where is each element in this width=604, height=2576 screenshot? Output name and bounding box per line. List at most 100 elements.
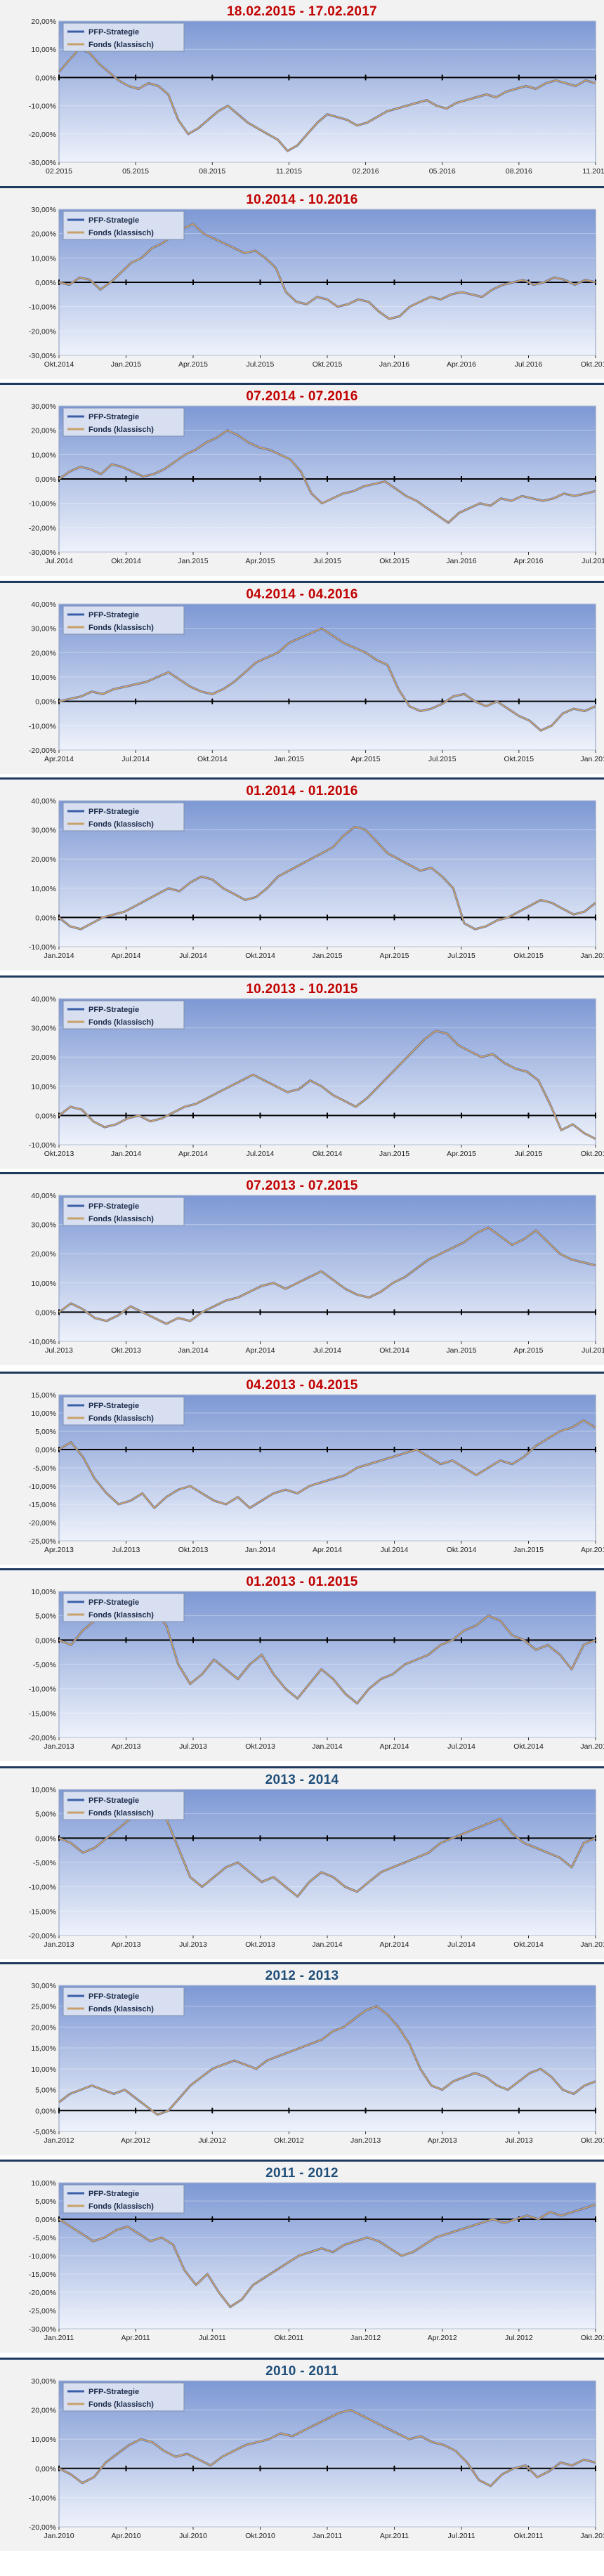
x-tick-label: Jul.2014 [313, 1346, 341, 1355]
chart-title: 2012 - 2013 [265, 1969, 339, 1983]
x-tick-label: Jul.2012 [505, 2334, 533, 2342]
y-tick-label: -30,00% [29, 159, 56, 167]
legend-fund-label: Fonds (klassisch) [88, 1414, 154, 1423]
x-tick-label: Jan.2013 [44, 1742, 74, 1751]
y-tick-label: 5,00% [35, 2087, 56, 2095]
x-tick-label: Jan.2015 [111, 360, 141, 369]
legend-strategy-label: PFP-Strategie [88, 611, 139, 619]
x-tick-label: Jan.2012 [44, 2136, 74, 2145]
chart-panel: 18.02.2015 - 17.02.2017 20,00% 10,00% 0,00%… [0, 0, 604, 186]
y-tick-label: 20,00% [31, 1053, 56, 1062]
y-tick-label: -10,00% [29, 303, 56, 312]
legend [63, 1000, 185, 1030]
x-tick-label: Jul.2014 [381, 1546, 409, 1554]
chart-panel: 2010 - 2011 30,00% 20,00% 10,00% 0,00% -10,00… [0, 2360, 604, 2551]
y-tick-label: -30,00% [29, 2325, 56, 2334]
x-tick-label: Okt.2014 [513, 1742, 544, 1751]
x-tick-label: Jul.2013 [505, 2136, 533, 2145]
x-tick-label: Apr.2013 [111, 1940, 140, 1949]
panel-separator [0, 2358, 604, 2360]
chart-svg: 10,00% 5,00% 0,00% -5,00% -10,00% -15,00% -20,… [29, 1786, 604, 1949]
x-tick-label: Jan.2015 [580, 1940, 604, 1949]
x-tick-label: Jul.2015 [447, 952, 475, 960]
series-line-fund [58, 2005, 596, 2116]
x-tick-label: Apr.2014 [379, 1742, 409, 1751]
y-tick-label: 40,00% [31, 1192, 56, 1200]
y-tick-label: -15,00% [29, 1907, 56, 1916]
y-tick-label: -5,00% [33, 1859, 56, 1867]
x-tick-label: Apr.2014 [245, 1346, 275, 1355]
x-tick-label: Jan.2011 [313, 2532, 343, 2540]
chart-title: 10.2013 - 10.2015 [246, 982, 358, 997]
x-tick-label: Jul.2014 [447, 1742, 475, 1751]
x-tick-label: Okt.2016 [581, 360, 604, 369]
y-tick-label: -15,00% [29, 2271, 56, 2279]
x-tick-label: Okt.2014 [44, 360, 74, 369]
x-tick-label: Jul.2015 [247, 360, 275, 369]
x-tick-label: Jan.2014 [44, 952, 74, 960]
y-tick-label: 10,00% [31, 1786, 56, 1794]
legend [63, 22, 185, 52]
y-tick-label: -5,00% [33, 2128, 56, 2136]
y-tick-label: -30,00% [29, 548, 56, 557]
x-tick-label: Okt.2015 [581, 1150, 604, 1158]
x-tick-label: Okt.2013 [245, 1742, 275, 1751]
legend [63, 1791, 185, 1820]
x-tick-label: Jan.2016 [580, 755, 604, 763]
y-tick-label: 10,00% [31, 2065, 56, 2074]
legend-strategy-label: PFP-Strategie [88, 1598, 139, 1607]
x-tick-label: Okt.2013 [111, 1346, 141, 1355]
x-tick-label: Jan.2016 [580, 952, 604, 960]
y-tick-label: 0,00% [35, 698, 56, 707]
chart-svg: 40,00%30,00%20,00%10,00%0,00%-10,00%Jan.… [29, 797, 604, 960]
x-tick-label: Okt.2014 [379, 1346, 409, 1355]
x-tick-label: Jul.2015 [582, 1346, 604, 1355]
x-tick-label: Okt.2015 [313, 360, 343, 369]
panel-separator [0, 581, 604, 583]
y-tick-label: -10,00% [29, 1685, 56, 1694]
x-tick-label: Apr.2015 [581, 1546, 604, 1554]
y-tick-label: 5,00% [35, 1811, 56, 1819]
series-line-fund [58, 1226, 596, 1325]
y-tick-label: 10,00% [31, 673, 56, 682]
legend [63, 1987, 185, 2016]
x-tick-label: Okt.2014 [313, 1150, 343, 1158]
panel-separator [0, 975, 604, 978]
chart-svg: 10,00% 5,00% 0,00% -5,00% -10,00% -15,00% -20,… [29, 2179, 604, 2342]
legend [63, 407, 185, 437]
legend [63, 1396, 185, 1426]
x-tick-label: Jul.2014 [122, 755, 150, 763]
panel-separator [0, 186, 604, 188]
y-tick-label: 10,00% [31, 451, 56, 459]
chart-panel: 2013 - 2014 10,00% 5,00% 0,00% -5,00% -10,00%… [0, 1768, 604, 1959]
x-tick-label: Jul.2013 [179, 1742, 207, 1751]
x-tick-label: Apr.2011 [380, 2532, 409, 2540]
y-tick-label: 5,00% [35, 1428, 56, 1436]
panel-separator [0, 1766, 604, 1768]
legend-strategy-label: PFP-Strategie [88, 1402, 139, 1410]
legend-fund-label: Fonds (klassisch) [88, 1809, 154, 1818]
x-tick-label: Apr.2014 [178, 1150, 208, 1158]
y-tick-label: 0,00% [35, 475, 56, 484]
x-tick-label: Jul.2011 [448, 2532, 475, 2540]
chart-panel: 01.2014 - 01.2016 40,00% 30,00% 20,00% 10,00… [0, 780, 604, 971]
x-tick-label: Apr.2012 [428, 2334, 457, 2342]
x-tick-label: 11.2016 [582, 167, 604, 176]
y-tick-label: -10,00% [29, 722, 56, 730]
x-tick-label: 08.2016 [506, 167, 532, 176]
y-tick-label: 20,00% [31, 230, 56, 239]
panel-separator [0, 1372, 604, 1374]
series-line-fund [58, 2409, 596, 2487]
x-tick-label: Okt.2014 [447, 1546, 477, 1554]
y-tick-label: 0,00% [35, 2107, 56, 2115]
legend [63, 2184, 185, 2214]
x-tick-label: Okt.2012 [274, 2136, 304, 2145]
x-tick-label: Jan.2014 [178, 1346, 208, 1355]
y-tick-label: 0,00% [35, 1446, 56, 1454]
x-tick-label: Jul.2013 [45, 1346, 73, 1355]
x-tick-label: Apr.2013 [111, 1742, 140, 1751]
chart-panel: 01.2013 - 01.2015 10,00% 5,00% 0,00% -5,00% -… [0, 1570, 604, 1761]
x-tick-label: Jul.2015 [313, 557, 341, 565]
y-tick-label: 15,00% [31, 2044, 56, 2053]
x-tick-label: Apr.2013 [428, 2136, 457, 2145]
